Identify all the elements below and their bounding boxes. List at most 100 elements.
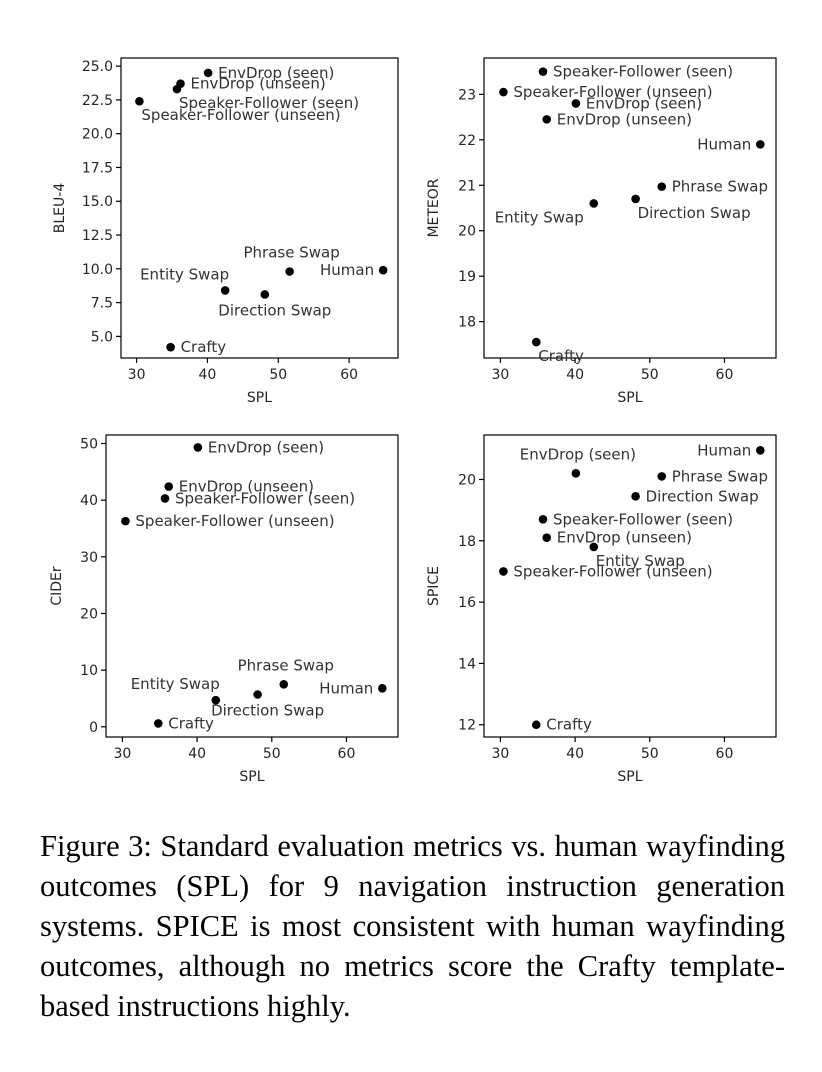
chart-meteor: 30 40 50 60 18 19 20 21 22 23 SPL METEOR Speaker-Fol… xyxy=(426,57,777,406)
point-label-entity-swap: Entity Swap xyxy=(596,552,685,570)
x-axis-label: SPL xyxy=(617,769,642,785)
point-envdrop-seen xyxy=(203,68,213,78)
point-label-phrase-swap: Phrase Swap xyxy=(672,467,768,485)
plot-frame xyxy=(483,57,777,359)
point-label-envdrop-unseen: EnvDrop (unseen) xyxy=(179,478,314,496)
point-label-crafty: Crafty xyxy=(546,716,592,734)
x-tick-label: 60 xyxy=(338,746,356,762)
point-label-envdrop-seen: EnvDrop (seen) xyxy=(218,64,334,82)
point-label-crafty: Crafty xyxy=(181,338,227,356)
point-label-phrase-swap: Phrase Swap xyxy=(672,178,768,196)
point-label-speaker-follower-unseen: Speaker-Follower (unseen) xyxy=(135,512,334,530)
point-label-human: Human xyxy=(697,441,751,459)
y-tick-label: 16 xyxy=(458,595,476,611)
y-tick-label: 23 xyxy=(458,87,476,103)
point-direction-swap xyxy=(253,690,262,699)
y-tick-label: 30 xyxy=(80,550,98,566)
y-tick-label: 20.0 xyxy=(82,127,113,143)
y-axis-label: BLEU-4 xyxy=(52,183,68,234)
point-direction-swap xyxy=(631,492,640,501)
point-label-speaker-follower-unseen: Speaker-Follower (unseen) xyxy=(141,106,340,124)
point-envdrop-unseen xyxy=(542,115,552,124)
x-tick-label: 50 xyxy=(263,746,281,762)
point-label-human: Human xyxy=(320,261,374,279)
point-speaker-follower-seen xyxy=(538,67,548,76)
x-tick-label: 30 xyxy=(492,367,510,383)
point-crafty xyxy=(166,342,175,352)
point-label-speaker-follower-unseen: Speaker-Follower (unseen) xyxy=(513,562,712,580)
y-tick-label: 20 xyxy=(458,472,476,488)
y-tick-label: 15.0 xyxy=(82,194,113,210)
plot-frame xyxy=(483,434,777,738)
point-label-speaker-follower-unseen: Speaker-Follower (unseen) xyxy=(513,83,712,101)
point-label-crafty: Crafty xyxy=(538,347,584,365)
x-axis-label: SPL xyxy=(239,769,264,785)
point-label-envdrop-unseen: EnvDrop (unseen) xyxy=(191,75,326,93)
y-tick-label: 18 xyxy=(458,534,476,550)
y-tick-label: 17.5 xyxy=(82,160,113,176)
point-envdrop-seen xyxy=(193,443,203,452)
point-human xyxy=(756,446,765,455)
chart-cider: 30 40 50 60 0 10 20 30 40 50 SPL CIDEr EnvDrop (seen… xyxy=(49,434,399,785)
point-label-phrase-swap: Phrase Swap xyxy=(243,244,339,262)
point-human xyxy=(378,683,387,693)
x-tick-label: 60 xyxy=(340,367,358,383)
point-label-direction-swap: Direction Swap xyxy=(646,487,759,505)
point-label-direction-swap: Direction Swap xyxy=(638,204,751,222)
x-tick-label: 40 xyxy=(566,746,584,762)
point-speaker-follower-seen xyxy=(160,494,170,503)
y-tick-label: 5.0 xyxy=(91,329,113,345)
x-tick-label: 30 xyxy=(114,746,132,762)
y-tick-label: 21 xyxy=(458,178,476,194)
y-tick-label: 19 xyxy=(458,269,476,285)
point-label-envdrop-seen: EnvDrop (seen) xyxy=(520,445,636,463)
point-label-human: Human xyxy=(697,135,751,153)
x-tick-label: 50 xyxy=(641,746,659,762)
point-label-human: Human xyxy=(319,679,373,697)
y-tick-label: 22.5 xyxy=(82,93,113,109)
point-speaker-follower-unseen xyxy=(121,516,130,526)
point-direction-swap xyxy=(631,194,640,204)
point-human xyxy=(756,140,765,149)
y-tick-label: 20 xyxy=(80,606,98,622)
point-label-speaker-follower-seen: Speaker-Follower (seen) xyxy=(179,94,359,112)
point-label-envdrop-unseen: EnvDrop (unseen) xyxy=(557,529,692,547)
y-tick-label: 12.5 xyxy=(82,228,113,244)
x-tick-label: 60 xyxy=(716,746,734,762)
point-label-entity-swap: Entity Swap xyxy=(495,208,584,226)
y-tick-label: 25.0 xyxy=(82,59,113,75)
point-speaker-follower-unseen xyxy=(499,567,508,576)
y-tick-label: 10.0 xyxy=(82,262,113,278)
y-tick-label: 18 xyxy=(458,315,476,331)
y-axis-label: SPICE xyxy=(426,566,442,606)
point-entity-swap xyxy=(220,286,230,295)
point-crafty xyxy=(153,719,163,728)
point-phrase-swap xyxy=(279,680,289,689)
point-phrase-swap xyxy=(285,267,294,276)
x-axis-label: SPL xyxy=(247,390,272,406)
point-crafty xyxy=(531,720,541,730)
point-speaker-follower-unseen xyxy=(499,87,508,97)
point-label-crafty: Crafty xyxy=(168,714,214,732)
x-tick-label: 30 xyxy=(128,367,146,383)
y-tick-label: 50 xyxy=(80,436,98,452)
point-label-direction-swap: Direction Swap xyxy=(211,702,324,720)
x-tick-label: 30 xyxy=(492,746,510,762)
point-phrase-swap xyxy=(657,182,667,191)
y-tick-label: 40 xyxy=(80,493,98,509)
y-tick-label: 7.5 xyxy=(91,296,113,312)
point-label-direction-swap: Direction Swap xyxy=(218,301,331,319)
y-tick-label: 12 xyxy=(458,718,476,734)
point-speaker-follower-seen xyxy=(538,515,548,524)
y-tick-label: 14 xyxy=(458,656,476,672)
x-tick-label: 40 xyxy=(199,367,217,383)
y-tick-label: 0 xyxy=(89,720,98,736)
point-human xyxy=(378,265,388,275)
y-axis-label: METEOR xyxy=(426,178,442,237)
point-phrase-swap xyxy=(657,472,667,481)
point-label-phrase-swap: Phrase Swap xyxy=(238,656,334,674)
x-tick-label: 40 xyxy=(566,367,584,383)
x-tick-label: 50 xyxy=(269,367,287,383)
point-entity-swap xyxy=(589,199,599,208)
